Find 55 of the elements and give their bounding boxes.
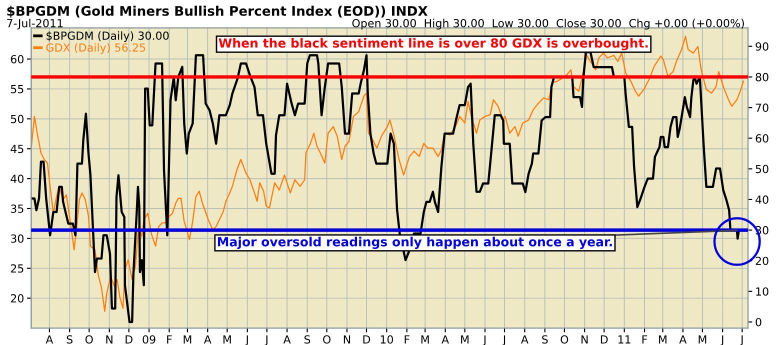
x-tick-label: O	[560, 335, 568, 344]
x-tick-label: M	[698, 335, 706, 344]
x-tick-label: M	[421, 335, 429, 344]
y2-tick-label: 0	[756, 318, 762, 326]
annotation: Major oversold readings only happen about once a year.	[218, 236, 612, 249]
y2-tick-label: 90	[756, 42, 768, 51]
x-tick-label: M	[659, 335, 666, 344]
x-tick-label: A	[46, 335, 54, 344]
legend-label: $BPGDM (Daily) 30.00	[46, 31, 169, 42]
x-tick-label: F	[167, 335, 172, 344]
x-tick-label: S	[66, 335, 73, 344]
y-tick-label: 20	[10, 294, 24, 303]
x-tick-label: O	[85, 335, 93, 344]
y-tick-label: 45	[10, 144, 24, 154]
y2-tick-label: 50	[756, 164, 768, 174]
x-tick-label: A	[204, 335, 212, 344]
y-tick-label: 30	[10, 234, 24, 243]
y2-tick-label: 80	[756, 72, 768, 82]
y-tick-label: 40	[10, 174, 24, 183]
y-tick-label: 35	[10, 204, 24, 213]
x-tick-label: A	[442, 335, 449, 344]
annotation: Open 30.00 High 30.00 Low 30.00 Close 30.00 Chg +0.00 (+0.00%)	[352, 18, 744, 30]
x-tick-label: N	[344, 335, 350, 344]
x-tick-label: S	[304, 335, 310, 344]
x-tick-label: D	[126, 335, 132, 344]
y2-tick-label: 70	[756, 104, 768, 112]
x-tick-label: A	[283, 335, 291, 344]
legend-label: GDX (Daily) 56.25	[46, 43, 146, 54]
y2-tick-label: 60	[756, 134, 768, 143]
x-tick-label: 09	[142, 335, 156, 344]
x-tick-label: O	[323, 335, 331, 344]
x-tick-label: N	[582, 335, 588, 344]
chart-subtitle: 7-Jul-2011	[7, 18, 63, 30]
y2-tick-label: 20	[756, 256, 768, 266]
x-tick-label: F	[404, 335, 410, 344]
chart-title: $BPGDM (Gold Miners Bullish Percent Index (EOD)) INDX	[7, 6, 428, 18]
x-tick-label: N	[106, 335, 112, 344]
x-tick-label: 10	[380, 335, 394, 344]
y-tick-label: 55	[10, 85, 24, 94]
y2-tick-label: 10	[756, 287, 768, 296]
y-tick-label: 25	[10, 264, 24, 273]
x-tick-label: D	[600, 335, 608, 344]
x-tick-label: M	[461, 335, 469, 344]
x-tick-label: S	[542, 335, 548, 344]
y2-tick-label: 40	[756, 195, 768, 204]
y-tick-label: 50	[10, 114, 24, 124]
x-tick-label: F	[642, 335, 648, 344]
x-tick-label: D	[363, 335, 370, 344]
x-tick-label: A	[520, 335, 528, 344]
x-tick-label: 11	[618, 335, 630, 344]
x-tick-label: M	[223, 335, 231, 344]
annotation: When the black sentiment line is over 80 GDX is overbought.	[218, 38, 648, 50]
y-tick-label: 60	[10, 55, 24, 64]
x-tick-label: A	[679, 335, 687, 344]
x-tick-label: M	[184, 335, 192, 344]
